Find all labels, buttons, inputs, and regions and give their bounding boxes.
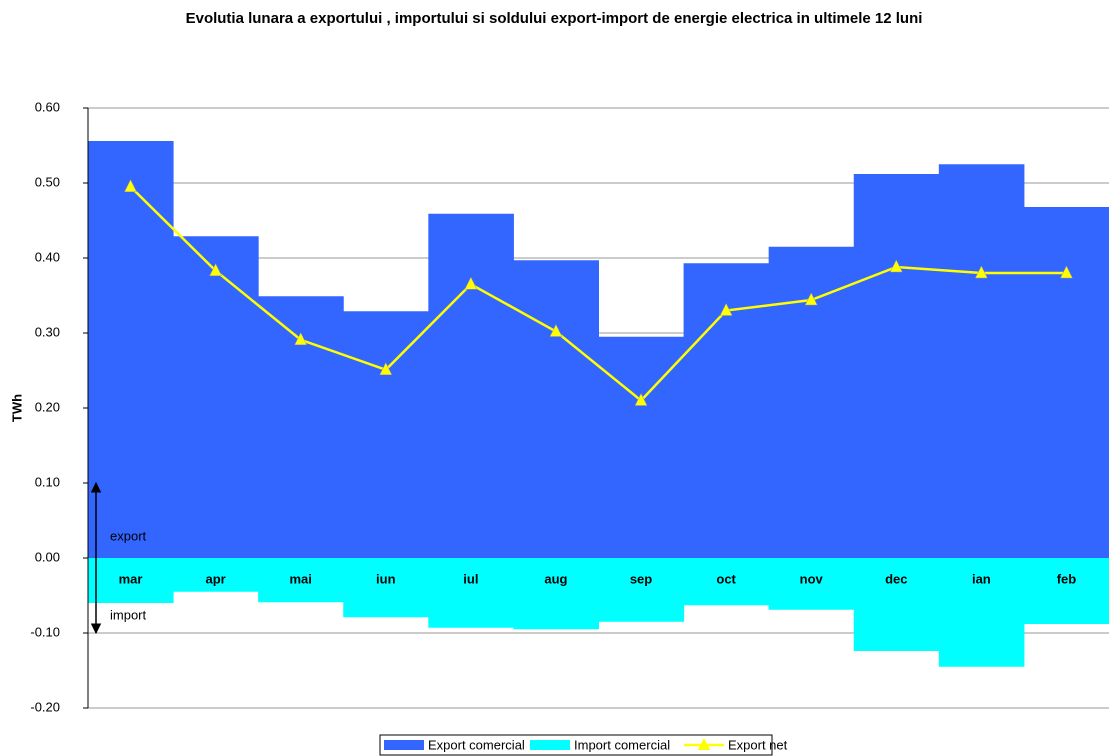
x-tick-label: sep	[630, 571, 652, 586]
bar	[343, 311, 429, 558]
bar	[683, 558, 770, 606]
bar	[598, 558, 685, 622]
chart-title: Evolutia lunara a exportului , importulu…	[185, 10, 923, 27]
bar	[343, 558, 429, 618]
bar	[853, 174, 940, 558]
y-tick-label: -0.20	[30, 699, 60, 714]
y-tick-label: -0.10	[30, 624, 60, 639]
bar	[598, 336, 685, 558]
marker	[1060, 265, 1073, 279]
annotation: export	[110, 528, 147, 543]
marker	[634, 392, 648, 406]
y-tick-label: 0.50	[35, 174, 60, 189]
marker	[379, 362, 393, 375]
y-tick-label: 0.30	[35, 324, 60, 339]
legend-swatch	[530, 740, 570, 750]
bar	[1023, 207, 1109, 558]
bar	[428, 558, 514, 628]
x-tick-label: nov	[800, 571, 824, 586]
legend-swatch	[698, 738, 710, 750]
bar	[88, 558, 174, 603]
y-tick-label: 0.60	[35, 99, 60, 114]
bar	[88, 141, 174, 558]
bar	[768, 558, 855, 610]
bar	[513, 558, 599, 630]
legend-box	[379, 734, 773, 756]
x-tick-label: mai	[290, 571, 312, 586]
marker	[889, 259, 903, 273]
x-tick-label: oct	[716, 571, 736, 586]
bar	[173, 236, 259, 558]
x-tick-label: apr	[206, 571, 226, 586]
y-tick-label: 0.00	[35, 549, 60, 564]
bar	[513, 260, 599, 558]
x-tick-label: iul	[463, 571, 478, 586]
y-tick-label: 0.10	[35, 474, 60, 489]
marker	[549, 323, 563, 337]
bar	[938, 558, 1025, 667]
x-tick-label: iun	[376, 571, 396, 586]
x-tick-label: dec	[885, 571, 907, 586]
y-axis-label: TWh	[9, 394, 24, 422]
marker	[209, 263, 223, 276]
marker	[804, 292, 818, 306]
bar	[938, 164, 1025, 558]
line	[129, 185, 1067, 403]
x-tick-label: ian	[972, 571, 991, 586]
bar	[428, 213, 514, 558]
marker	[974, 265, 988, 279]
x-tick-label: mar	[119, 571, 143, 586]
legend-label: Export comercial	[428, 737, 525, 752]
annotation: import	[110, 607, 147, 622]
marker	[464, 276, 478, 290]
bar	[1023, 558, 1109, 624]
legend-label: Export net	[728, 737, 788, 752]
y-tick-label: 0.20	[35, 399, 60, 414]
x-tick-label: aug	[544, 571, 567, 586]
legend-label: Import comercial	[574, 737, 670, 752]
marker	[719, 302, 733, 316]
marker	[124, 179, 137, 192]
bar	[258, 558, 344, 603]
y-tick-label: 0.40	[35, 249, 60, 264]
x-tick-label: feb	[1057, 571, 1077, 586]
bar	[853, 558, 940, 651]
marker	[294, 332, 308, 345]
legend-swatch	[384, 740, 424, 750]
bar	[173, 558, 259, 592]
